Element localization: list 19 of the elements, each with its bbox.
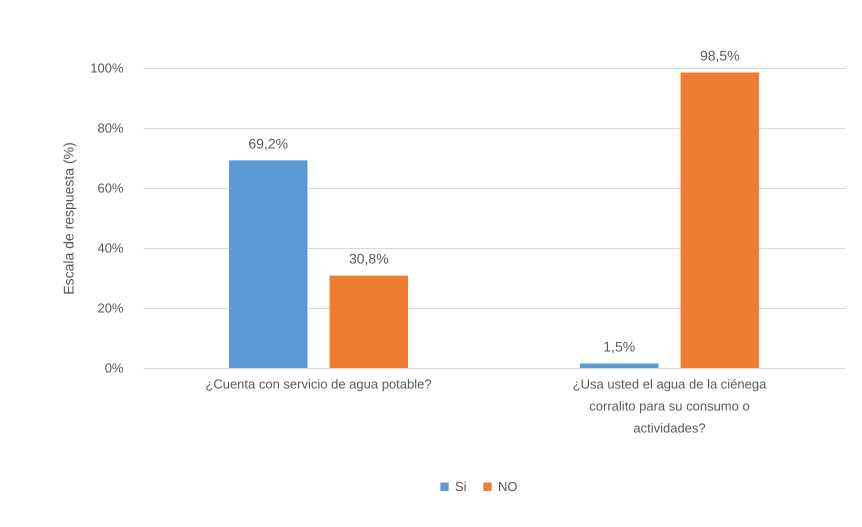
x-tick-label: ¿Cuenta con servicio de agua potable? <box>205 376 432 392</box>
y-tick-label: 80% <box>97 120 124 136</box>
legend-label: Si <box>455 478 467 494</box>
y-tick-label: 40% <box>97 240 124 256</box>
bar <box>580 364 658 368</box>
bar <box>680 72 760 368</box>
bar <box>330 276 408 368</box>
bar <box>228 160 308 368</box>
data-label: 98,5% <box>700 48 740 64</box>
y-tick-label: 60% <box>97 180 124 196</box>
y-tick-label: 0% <box>104 360 124 376</box>
data-label: 30,8% <box>348 250 389 267</box>
x-tick-label: ¿Usa usted el agua de la ciénega corralito para su consumo o actividades? <box>572 376 768 436</box>
y-tick-label: 100% <box>90 60 124 76</box>
data-label: 69,2% <box>248 135 288 152</box>
y-tick-label: 20% <box>97 300 124 316</box>
data-label: 1,5% <box>603 338 636 354</box>
legend-label: NO <box>498 478 518 494</box>
y-axis-title: Escala de respuesta (%) <box>60 142 76 295</box>
